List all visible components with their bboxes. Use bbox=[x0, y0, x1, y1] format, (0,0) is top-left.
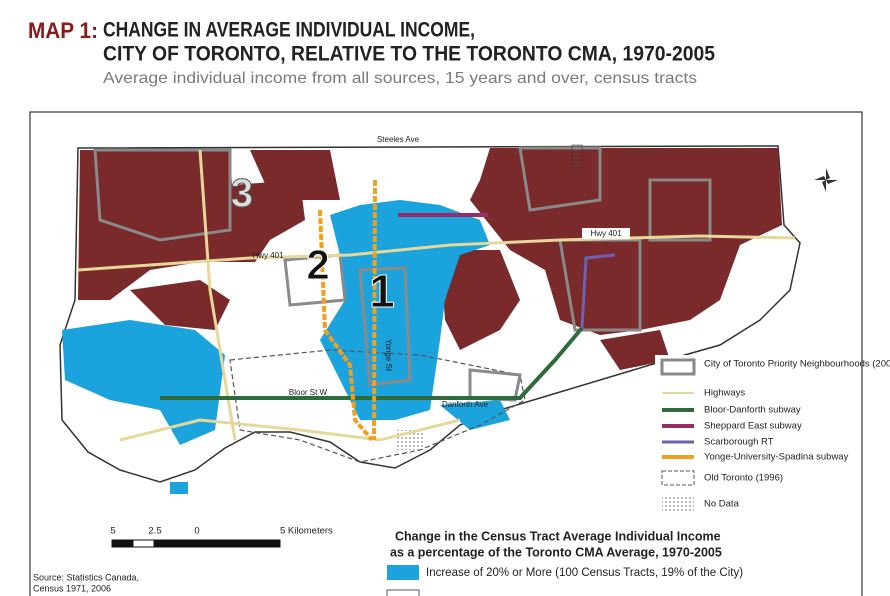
bloor-danforth-subway bbox=[160, 326, 584, 400]
road-label: Yonge St bbox=[384, 339, 393, 372]
income-legend-label: Increase of 20% or More (100 Census Trac… bbox=[426, 567, 743, 579]
legend-label: City of Toronto Priority Neighbourhoods … bbox=[704, 359, 890, 370]
road-label: Steeles Ave bbox=[377, 135, 420, 144]
source-line: Source: Statistics Canada, bbox=[33, 572, 139, 582]
area-number: 3 bbox=[231, 172, 253, 216]
decline-area bbox=[600, 330, 670, 370]
legend-label: Bloor-Danforth subway bbox=[704, 405, 801, 416]
legend-label: Scarborough RT bbox=[704, 437, 774, 448]
highway bbox=[119, 418, 461, 442]
increase-area bbox=[170, 482, 188, 494]
map-shape bbox=[814, 168, 838, 192]
decline-area bbox=[250, 150, 340, 200]
area-number: 1 bbox=[369, 265, 395, 317]
title-line: CHANGE IN AVERAGE INDIVIDUAL INCOME, bbox=[103, 19, 475, 42]
income-legend-swatch bbox=[387, 565, 419, 580]
title-line: CITY OF TORONTO, RELATIVE TO THE TORONTO… bbox=[103, 43, 715, 66]
map-label: MAP 1: bbox=[28, 18, 98, 43]
income-legend-swatch bbox=[386, 589, 420, 596]
priority-neighbourhood bbox=[358, 266, 412, 387]
increase-area bbox=[62, 320, 225, 445]
legend-label: Highways bbox=[704, 388, 745, 399]
scale-label: 0 bbox=[194, 526, 199, 537]
income-legend-title: as a percentage of the Toronto CMA Avera… bbox=[390, 545, 722, 559]
road-label: Bloor St W bbox=[289, 388, 328, 397]
scarborough-rt bbox=[580, 253, 616, 329]
road-label: Hwy 401 bbox=[590, 229, 622, 238]
legend-label: No Data bbox=[704, 499, 740, 510]
scale-bar bbox=[111, 539, 281, 548]
map-shape bbox=[195, 539, 281, 548]
scale-label: 5 bbox=[110, 526, 115, 537]
compass bbox=[814, 168, 838, 192]
priority-neighbourhood bbox=[648, 178, 712, 242]
highway bbox=[198, 149, 237, 441]
legend-swatch bbox=[661, 470, 695, 486]
priority-neighbourhood bbox=[558, 238, 642, 332]
road-label: Danforth Ave bbox=[442, 400, 489, 409]
source-line: Census 1971, 2006 bbox=[33, 583, 111, 593]
map-shape bbox=[111, 539, 134, 548]
increase-area bbox=[440, 400, 510, 430]
income-legend-title: Change in the Census Tract Average Indiv… bbox=[395, 529, 721, 543]
legend-label: Yonge-University-Spadina subway bbox=[704, 452, 849, 463]
legend-label: Old Toronto (1996) bbox=[704, 473, 783, 484]
decline-area bbox=[440, 250, 520, 350]
map-shape bbox=[132, 539, 155, 548]
yonge-subway bbox=[318, 179, 377, 442]
map-shape bbox=[153, 539, 197, 548]
label-background bbox=[582, 228, 630, 239]
area-number: 2 bbox=[306, 241, 329, 288]
map-shape bbox=[77, 149, 796, 442]
decline-area bbox=[78, 150, 305, 300]
scale-label: 2.5 bbox=[148, 526, 161, 537]
priority-neighbourhood bbox=[93, 148, 232, 242]
legend-label: Sheppard East subway bbox=[704, 421, 802, 432]
subtitle: Average individual income from all sourc… bbox=[103, 70, 697, 87]
old-toronto bbox=[229, 349, 526, 463]
scale-label: 5 Kilometers bbox=[280, 526, 333, 537]
no-data-area bbox=[571, 144, 583, 168]
highway bbox=[77, 234, 796, 272]
legend-box bbox=[655, 355, 855, 520]
legend-swatch bbox=[660, 358, 696, 376]
road-label: Hwy 401 bbox=[252, 251, 284, 260]
legend-swatch bbox=[662, 497, 694, 511]
decline-area bbox=[130, 280, 230, 330]
